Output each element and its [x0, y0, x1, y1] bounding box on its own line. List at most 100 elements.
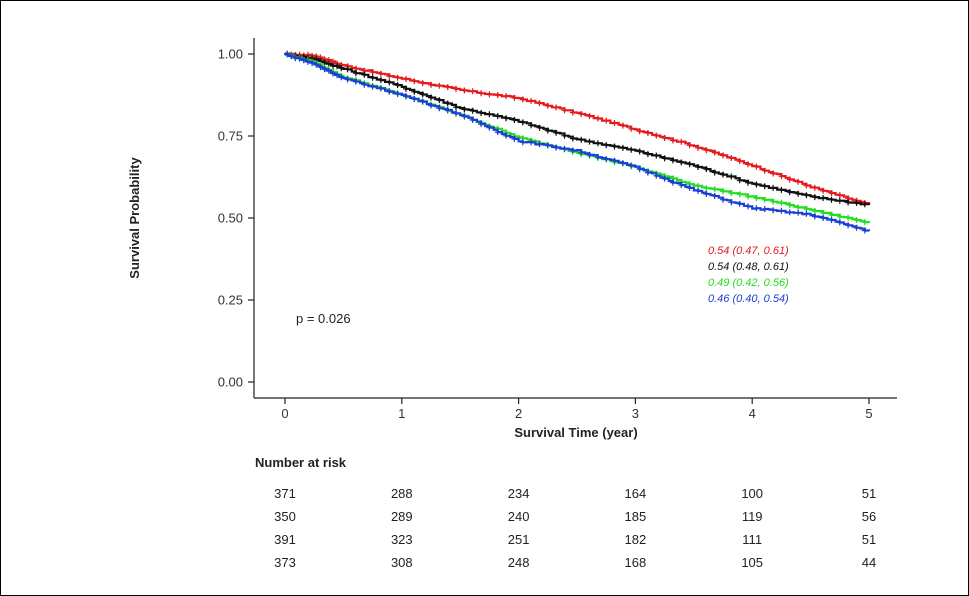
censor-mark [544, 142, 551, 149]
censor-mark [770, 170, 777, 177]
censor-mark [628, 146, 635, 153]
y-ticks: 0.00 0.25 0.50 0.75 1.00 [218, 47, 254, 390]
censor-mark [636, 128, 643, 135]
censor-mark [811, 208, 818, 214]
risk-cell: 168 [624, 555, 647, 570]
censor-mark [309, 60, 316, 67]
censor-mark [861, 227, 868, 234]
censor-mark [661, 175, 668, 182]
censor-mark [561, 107, 568, 114]
censor-mark [544, 127, 551, 134]
censor-mark [611, 143, 618, 150]
censor-mark [519, 139, 526, 146]
censor-mark [736, 177, 743, 184]
survival-curves [284, 50, 871, 234]
risk-cell: 288 [390, 486, 413, 501]
censor-mark [411, 96, 418, 102]
censor-mark [603, 117, 610, 124]
censor-mark [795, 204, 802, 211]
censor-mark [644, 151, 651, 158]
censor-mark [369, 69, 376, 76]
y-tick-label: 0.75 [218, 129, 243, 144]
censor-mark [820, 187, 827, 194]
censor-mark [561, 145, 568, 152]
censor-mark [578, 149, 585, 156]
censor-mark [394, 82, 401, 89]
censor-mark [711, 186, 718, 193]
censor-mark [836, 219, 843, 226]
censor-mark [511, 94, 518, 101]
censor-mark [778, 207, 785, 214]
censor-mark [728, 155, 735, 161]
censor-mark [377, 70, 384, 77]
y-tick-label: 0.50 [218, 211, 243, 226]
risk-cell: 391 [274, 532, 296, 547]
censor-mark [803, 192, 810, 199]
y-tick-label: 0.00 [218, 375, 243, 390]
risk-cell: 251 [507, 532, 530, 547]
x-tick-label: 3 [632, 406, 639, 421]
censor-mark [678, 159, 685, 166]
censor-mark [536, 124, 543, 131]
risk-cell: 371 [274, 486, 296, 501]
censor-mark [720, 188, 726, 195]
censor-mark [703, 185, 710, 192]
censor-mark [678, 182, 685, 189]
censor-mark [494, 113, 501, 120]
series-black [284, 50, 871, 208]
censor-mark [334, 72, 341, 79]
censor-mark [745, 203, 751, 210]
censor-mark [778, 186, 785, 193]
censor-mark [461, 113, 468, 120]
censor-mark [728, 199, 735, 206]
x-tick-label: 1 [398, 406, 405, 421]
censor-mark [786, 189, 793, 196]
censor-mark [369, 74, 376, 81]
censor-mark [461, 87, 468, 94]
censor-mark [811, 184, 818, 191]
y-tick-label: 0.25 [218, 293, 243, 308]
censor-mark [811, 213, 818, 220]
censor-mark [478, 90, 485, 97]
censor-mark [603, 142, 610, 149]
censor-mark [828, 217, 835, 223]
risk-cell: 100 [741, 486, 764, 501]
censor-mark [361, 81, 368, 88]
risk-cell: 56 [861, 509, 877, 524]
censor-mark [304, 58, 311, 65]
censor-mark [695, 164, 701, 170]
censor-mark [586, 151, 593, 158]
censor-mark [611, 120, 618, 126]
censor-mark [394, 74, 401, 81]
risk-cell: 240 [507, 509, 530, 524]
y-tick-label: 1.00 [218, 47, 243, 62]
censor-mark [628, 125, 635, 132]
censor-mark [469, 107, 476, 114]
censor-mark [861, 219, 868, 226]
censor-mark [753, 163, 760, 170]
censor-mark [419, 80, 426, 87]
x-tick-label: 2 [515, 406, 522, 421]
censor-mark [478, 110, 485, 116]
censor-mark [853, 224, 860, 231]
censor-mark [569, 109, 576, 116]
censor-mark [494, 129, 501, 136]
censor-mark [544, 102, 551, 109]
censor-mark [853, 217, 860, 224]
censor-mark [786, 176, 793, 183]
censor-mark [669, 179, 676, 186]
censor-mark [284, 51, 291, 58]
censor-mark [386, 88, 393, 95]
censor-mark [594, 154, 601, 161]
censor-mark [325, 67, 332, 74]
censor-mark [669, 157, 676, 164]
censor-mark [778, 199, 785, 206]
risk-cell: 323 [390, 532, 413, 547]
censor-mark [686, 161, 693, 168]
censor-mark [736, 200, 743, 207]
censor-mark [352, 78, 359, 85]
x-tick-label: 4 [749, 406, 756, 421]
censor-mark [795, 209, 802, 216]
censor-mark [444, 84, 451, 91]
censor-mark [753, 205, 760, 212]
